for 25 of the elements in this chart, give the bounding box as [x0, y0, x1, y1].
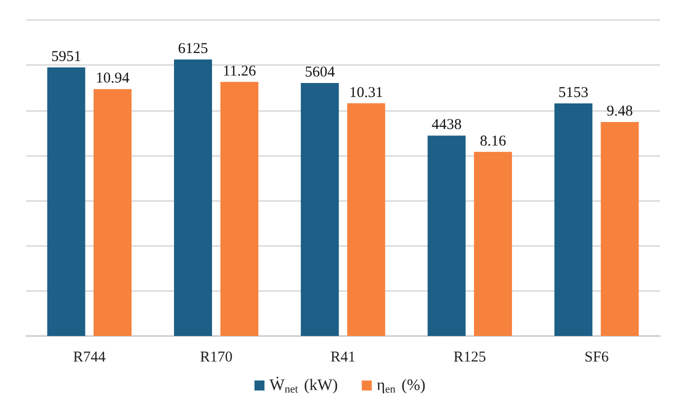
- bar: [174, 60, 212, 336]
- data-label: 5951: [51, 48, 82, 65]
- data-label: 6125: [178, 41, 208, 57]
- data-label: 10.94: [96, 70, 130, 87]
- data-label: 8.16: [480, 133, 507, 150]
- x-tick-label: R170: [200, 350, 232, 366]
- data-label: 5604: [304, 64, 336, 81]
- bar: [554, 103, 592, 336]
- x-tick-label: R744: [73, 350, 106, 366]
- bar: [300, 83, 339, 336]
- bar: [474, 152, 512, 336]
- data-label: 5153: [558, 84, 588, 101]
- data-label: 11.26: [222, 63, 256, 80]
- data-label: 4438: [432, 117, 462, 134]
- bar: [347, 103, 386, 336]
- bar: [220, 82, 258, 336]
- x-tick-label: SF6: [584, 350, 610, 366]
- bar: [94, 89, 132, 336]
- x-tick-label: R41: [330, 350, 356, 366]
- data-label: 9.48: [606, 104, 633, 120]
- data-label: 10.31: [349, 84, 384, 101]
- x-tick-label: R125: [454, 350, 486, 366]
- bar: [428, 136, 466, 336]
- bar: [47, 67, 86, 336]
- bar: [600, 122, 639, 336]
